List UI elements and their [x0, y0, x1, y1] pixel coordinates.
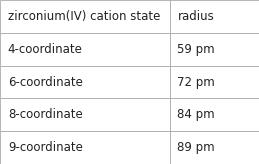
- Text: 59 pm: 59 pm: [177, 43, 215, 56]
- Text: zirconium(IV) cation state: zirconium(IV) cation state: [8, 10, 160, 23]
- Text: radius: radius: [177, 10, 214, 23]
- Bar: [0, 98, 170, 131]
- Text: 84 pm: 84 pm: [177, 108, 215, 121]
- Text: 4-coordinate: 4-coordinate: [8, 43, 83, 56]
- Bar: [170, 33, 259, 66]
- Bar: [170, 0, 259, 33]
- Bar: [170, 66, 259, 98]
- Text: 72 pm: 72 pm: [177, 75, 215, 89]
- Bar: [0, 66, 170, 98]
- Text: 89 pm: 89 pm: [177, 141, 215, 154]
- Text: 6-coordinate: 6-coordinate: [8, 75, 83, 89]
- Bar: [170, 131, 259, 164]
- Bar: [170, 98, 259, 131]
- Bar: [0, 0, 170, 33]
- Text: 8-coordinate: 8-coordinate: [8, 108, 83, 121]
- Bar: [0, 131, 170, 164]
- Text: 9-coordinate: 9-coordinate: [8, 141, 83, 154]
- Bar: [0, 33, 170, 66]
